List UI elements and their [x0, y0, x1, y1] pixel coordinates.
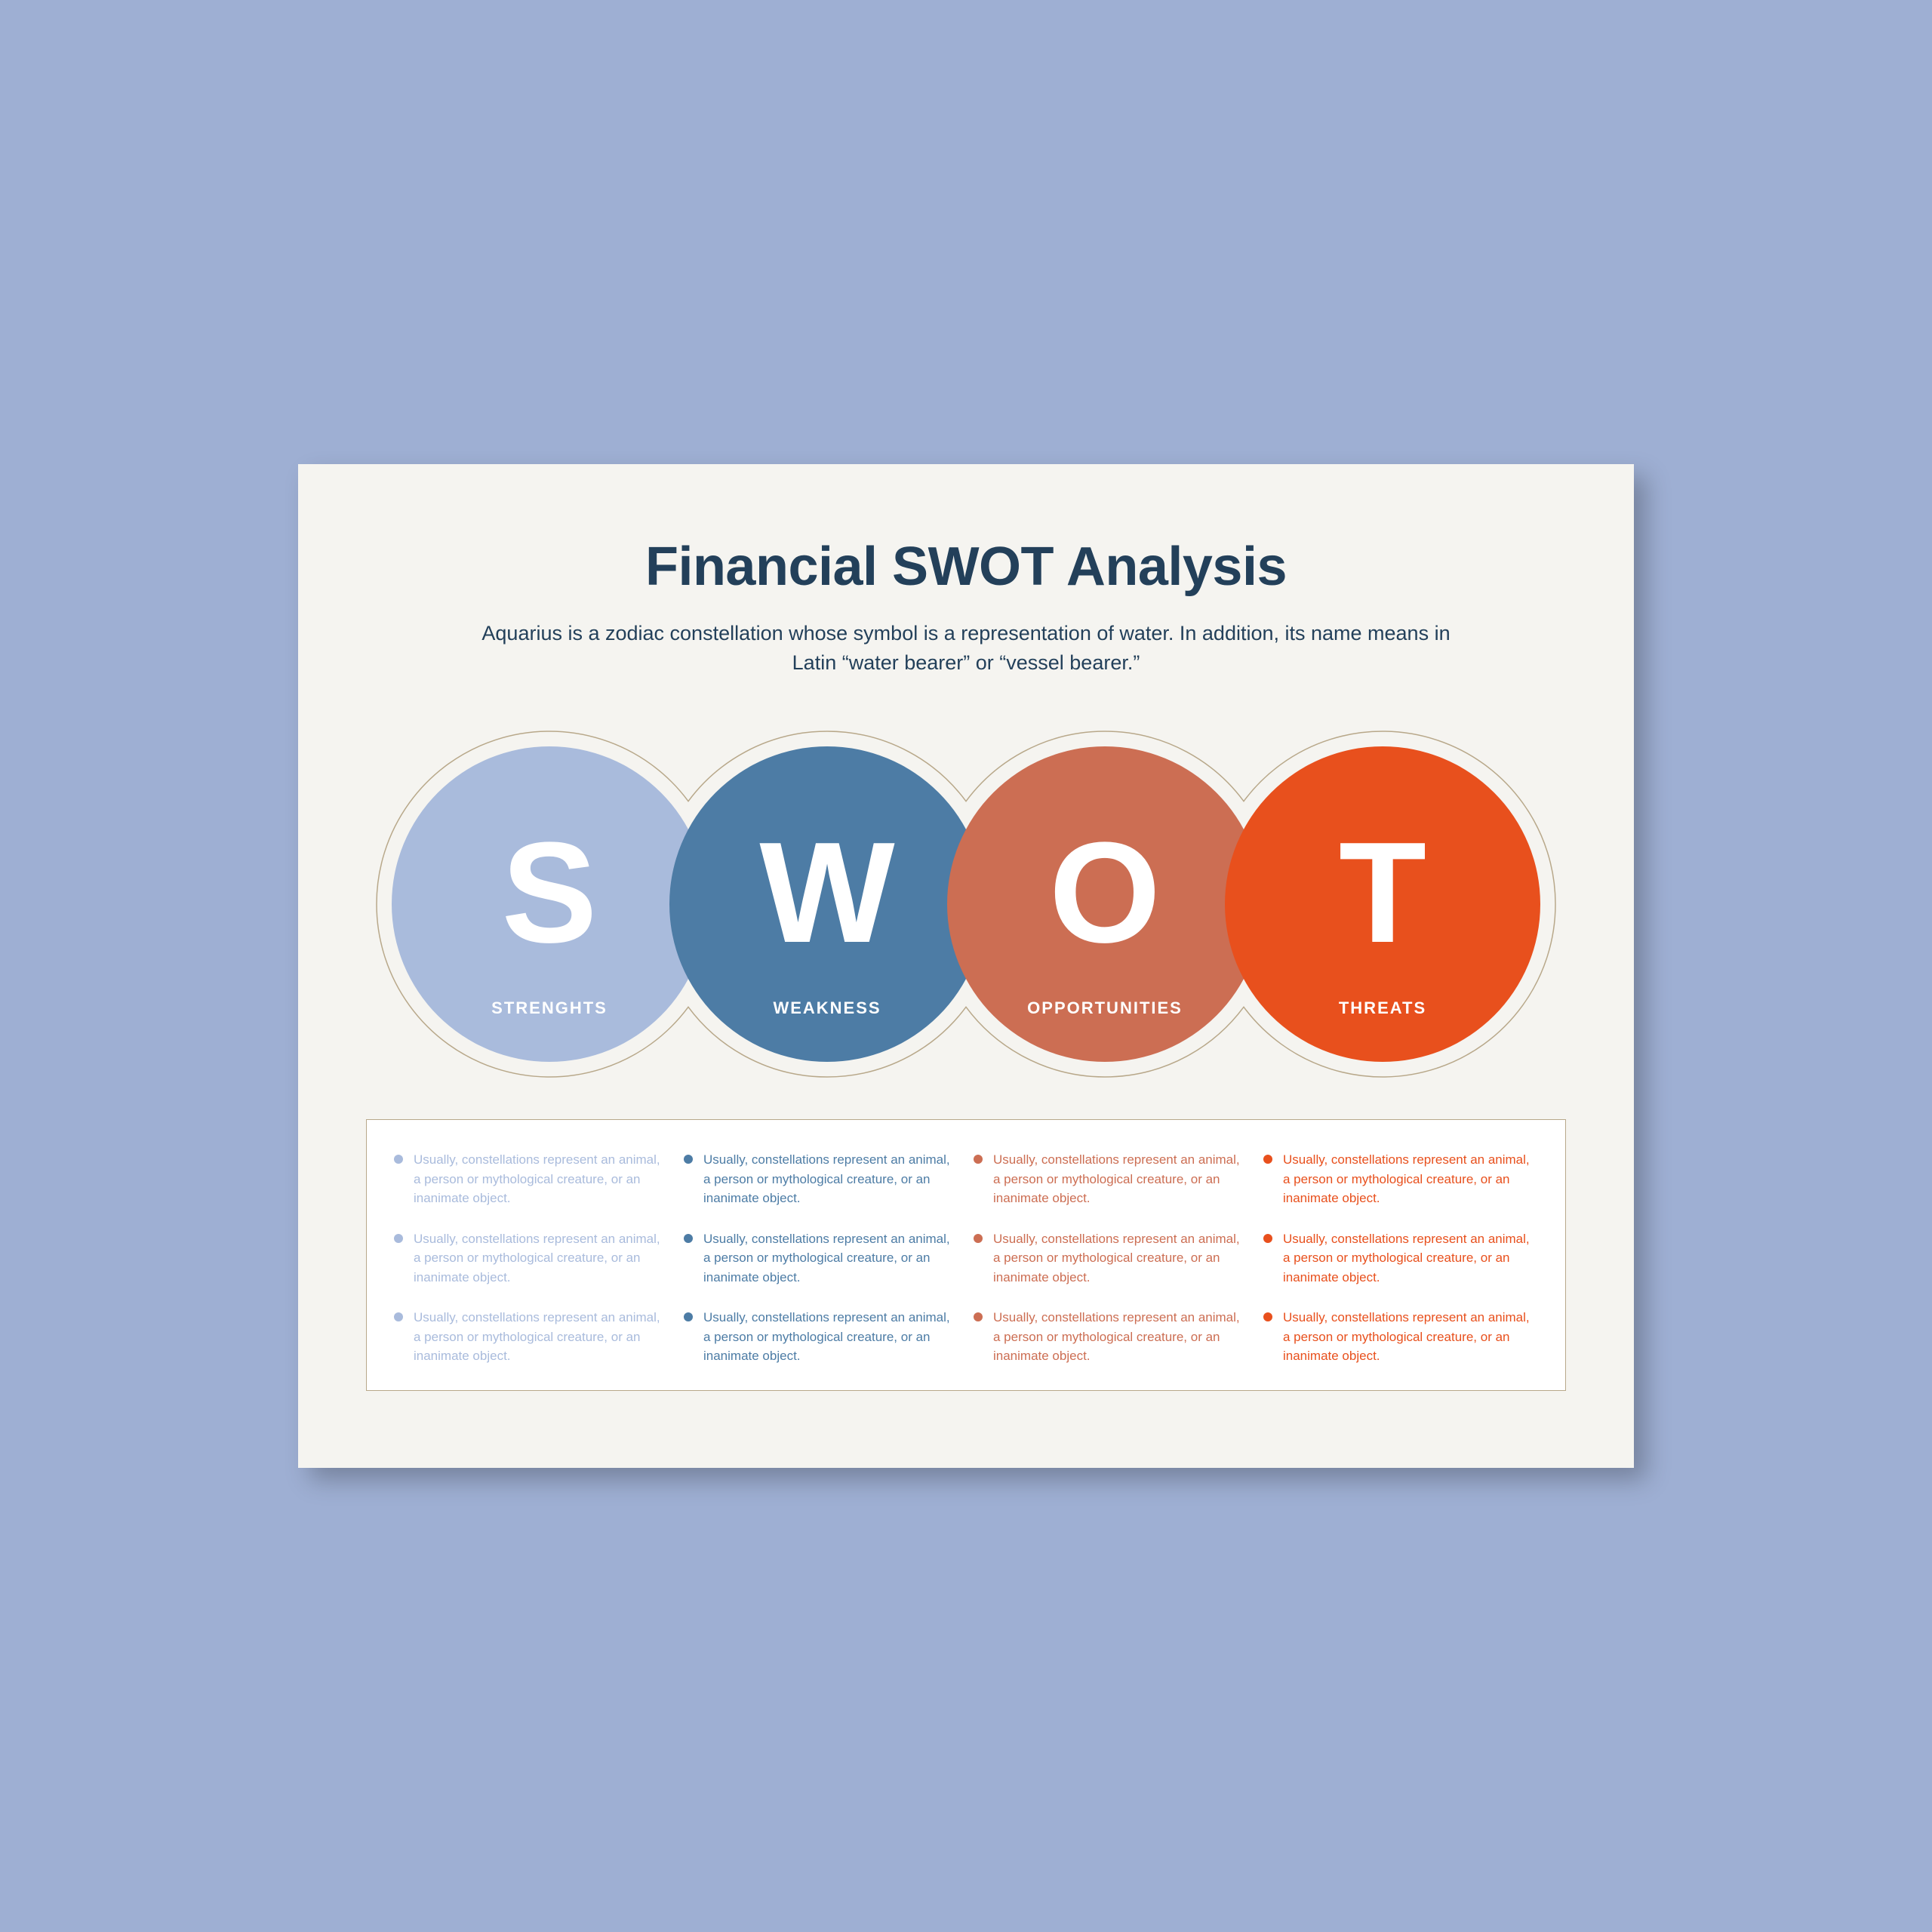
circle-opportunities: O OPPORTUNITIES — [947, 746, 1263, 1062]
list-item: Usually, constellations represent an ani… — [684, 1308, 958, 1366]
item-text: Usually, constellations represent an ani… — [414, 1308, 669, 1366]
list-item: Usually, constellations represent an ani… — [394, 1229, 669, 1287]
list-item: Usually, constellations represent an ani… — [394, 1308, 669, 1366]
bullet-icon — [394, 1312, 403, 1321]
item-text: Usually, constellations represent an ani… — [993, 1308, 1248, 1366]
page-title: Financial SWOT Analysis — [366, 536, 1566, 598]
bullet-icon — [684, 1155, 693, 1164]
item-text: Usually, constellations represent an ani… — [414, 1150, 669, 1208]
list-item: Usually, constellations represent an ani… — [684, 1150, 958, 1208]
bullet-icon — [684, 1234, 693, 1243]
letter-s: S — [502, 821, 598, 964]
label-opportunities: OPPORTUNITIES — [1027, 998, 1183, 1018]
list-item: Usually, constellations represent an ani… — [1263, 1150, 1538, 1208]
circle-threats: T THREATS — [1225, 746, 1540, 1062]
list-item: Usually, constellations represent an ani… — [974, 1150, 1248, 1208]
details-box: Usually, constellations represent an ani… — [366, 1119, 1566, 1391]
bullet-icon — [1263, 1312, 1272, 1321]
col-opportunities: Usually, constellations represent an ani… — [974, 1150, 1248, 1366]
item-text: Usually, constellations represent an ani… — [1283, 1150, 1538, 1208]
label-threats: THREATS — [1339, 998, 1426, 1018]
item-text: Usually, constellations represent an ani… — [703, 1150, 958, 1208]
col-strengths: Usually, constellations represent an ani… — [394, 1150, 669, 1366]
col-weakness: Usually, constellations represent an ani… — [684, 1150, 958, 1366]
bullet-icon — [394, 1234, 403, 1243]
circle-strengths: S STRENGHTS — [392, 746, 707, 1062]
swot-card: Financial SWOT Analysis Aquarius is a zo… — [298, 464, 1634, 1468]
list-item: Usually, constellations represent an ani… — [684, 1229, 958, 1287]
bullet-icon — [1263, 1234, 1272, 1243]
letter-t: T — [1339, 821, 1426, 964]
circle-weakness: W WEAKNESS — [669, 746, 985, 1062]
label-strengths: STRENGHTS — [491, 998, 608, 1018]
item-text: Usually, constellations represent an ani… — [993, 1229, 1248, 1287]
swot-circles-area: S STRENGHTS W WEAKNESS O OPPORTUNITIES T… — [366, 731, 1566, 1078]
label-weakness: WEAKNESS — [773, 998, 881, 1018]
bullet-icon — [394, 1155, 403, 1164]
list-item: Usually, constellations represent an ani… — [1263, 1229, 1538, 1287]
item-text: Usually, constellations represent an ani… — [703, 1229, 958, 1287]
bullet-icon — [1263, 1155, 1272, 1164]
list-item: Usually, constellations represent an ani… — [974, 1308, 1248, 1366]
col-threats: Usually, constellations represent an ani… — [1263, 1150, 1538, 1366]
item-text: Usually, constellations represent an ani… — [1283, 1308, 1538, 1366]
page-subtitle: Aquarius is a zodiac constellation whose… — [475, 619, 1457, 678]
item-text: Usually, constellations represent an ani… — [993, 1150, 1248, 1208]
bullet-icon — [974, 1234, 983, 1243]
bullet-icon — [684, 1312, 693, 1321]
item-text: Usually, constellations represent an ani… — [1283, 1229, 1538, 1287]
item-text: Usually, constellations represent an ani… — [703, 1308, 958, 1366]
letter-w: W — [759, 821, 894, 964]
bullet-icon — [974, 1155, 983, 1164]
item-text: Usually, constellations represent an ani… — [414, 1229, 669, 1287]
letter-o: O — [1049, 821, 1161, 964]
list-item: Usually, constellations represent an ani… — [974, 1229, 1248, 1287]
list-item: Usually, constellations represent an ani… — [394, 1150, 669, 1208]
bullet-icon — [974, 1312, 983, 1321]
list-item: Usually, constellations represent an ani… — [1263, 1308, 1538, 1366]
swot-circles: S STRENGHTS W WEAKNESS O OPPORTUNITIES T… — [366, 731, 1566, 1078]
